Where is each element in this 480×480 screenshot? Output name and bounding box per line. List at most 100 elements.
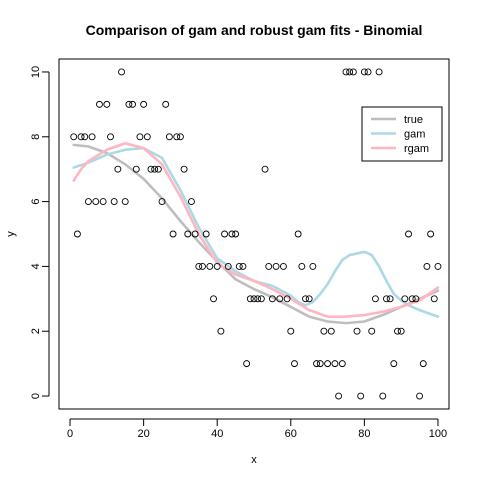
- data-point: [375, 68, 383, 76]
- data-point: [81, 133, 89, 141]
- series-line-gam: [72, 146, 440, 318]
- plot-frame: [58, 58, 450, 410]
- data-point: [379, 392, 387, 400]
- data-point: [298, 262, 306, 270]
- data-point: [261, 165, 269, 173]
- data-point: [412, 295, 420, 303]
- data-point: [143, 133, 151, 141]
- data-point: [232, 230, 240, 238]
- data-point: [118, 68, 126, 76]
- data-point: [338, 360, 346, 368]
- data-point: [291, 360, 298, 368]
- data-point: [221, 230, 229, 238]
- data-point: [257, 295, 265, 303]
- data-point: [99, 198, 107, 206]
- data-point: [316, 360, 324, 368]
- data-point: [394, 327, 401, 335]
- y-tick-label: 0: [30, 393, 42, 399]
- data-point: [147, 165, 155, 173]
- data-point: [383, 295, 390, 303]
- data-point: [96, 100, 103, 108]
- data-point: [228, 230, 236, 238]
- data-point: [272, 262, 280, 270]
- data-point: [243, 360, 251, 368]
- data-point: [390, 360, 398, 368]
- data-point: [364, 68, 372, 76]
- chart-title: Comparison of gam and robust gam fits - …: [86, 22, 423, 38]
- data-point: [235, 262, 243, 270]
- x-tick-label: 20: [137, 428, 149, 440]
- data-point: [268, 295, 276, 303]
- data-point: [70, 133, 78, 141]
- data-point: [313, 360, 320, 368]
- data-point: [84, 198, 92, 206]
- data-point: [136, 133, 144, 141]
- data-point: [202, 230, 210, 238]
- legend-label-rgam: rgam: [404, 143, 429, 155]
- data-point: [305, 295, 313, 303]
- data-point: [195, 262, 203, 270]
- data-point: [405, 230, 412, 238]
- legend: true gam rgam: [361, 106, 443, 162]
- data-point: [357, 392, 365, 400]
- y-tick-label: 10: [30, 66, 42, 78]
- data-point: [132, 165, 140, 173]
- y-axis: 0 2 4 6 8 10: [30, 66, 50, 399]
- y-tick-label: 8: [30, 134, 42, 140]
- data-point: [107, 133, 114, 141]
- data-point: [121, 198, 129, 206]
- data-point: [173, 133, 181, 141]
- data-point: [184, 230, 192, 238]
- x-tick-label: 80: [358, 428, 370, 440]
- data-point: [165, 133, 173, 141]
- data-point: [371, 295, 379, 303]
- data-point: [88, 133, 96, 141]
- x-tick-label: 100: [429, 428, 447, 440]
- data-point: [239, 262, 247, 270]
- data-point: [254, 295, 262, 303]
- data-point: [125, 100, 133, 108]
- data-point: [360, 68, 368, 76]
- data-point: [217, 327, 225, 335]
- data-point: [349, 68, 357, 76]
- data-point: [154, 165, 162, 173]
- data-point: [287, 327, 295, 335]
- data-point: [213, 262, 221, 270]
- data-point: [346, 68, 354, 76]
- data-point: [416, 392, 424, 400]
- data-point: [206, 262, 214, 270]
- data-point: [140, 100, 148, 108]
- data-point: [294, 230, 302, 238]
- x-axis-label: x: [251, 454, 257, 466]
- data-point: [265, 262, 273, 270]
- data-point: [176, 133, 184, 141]
- data-point: [180, 165, 188, 173]
- data-point: [169, 230, 177, 238]
- data-point: [77, 133, 85, 141]
- data-point: [283, 295, 291, 303]
- data-point: [162, 100, 170, 108]
- data-point: [423, 262, 431, 270]
- data-point: [110, 198, 118, 206]
- data-point: [434, 262, 442, 270]
- y-axis-label: y: [5, 231, 17, 237]
- data-point: [324, 360, 332, 368]
- data-point: [151, 165, 159, 173]
- x-tick-label: 60: [285, 428, 297, 440]
- data-point: [427, 230, 435, 238]
- data-point: [250, 295, 258, 303]
- data-point: [158, 198, 166, 206]
- data-point: [191, 230, 199, 238]
- data-point: [401, 295, 409, 303]
- data-point: [419, 360, 427, 368]
- x-tick-label: 40: [211, 428, 223, 440]
- data-point: [103, 100, 111, 108]
- data-point: [309, 262, 317, 270]
- data-point: [279, 262, 287, 270]
- data-point: [276, 295, 284, 303]
- y-tick-label: 4: [30, 263, 42, 269]
- data-point: [327, 327, 335, 335]
- data-point: [430, 295, 438, 303]
- y-tick-label: 6: [30, 199, 42, 205]
